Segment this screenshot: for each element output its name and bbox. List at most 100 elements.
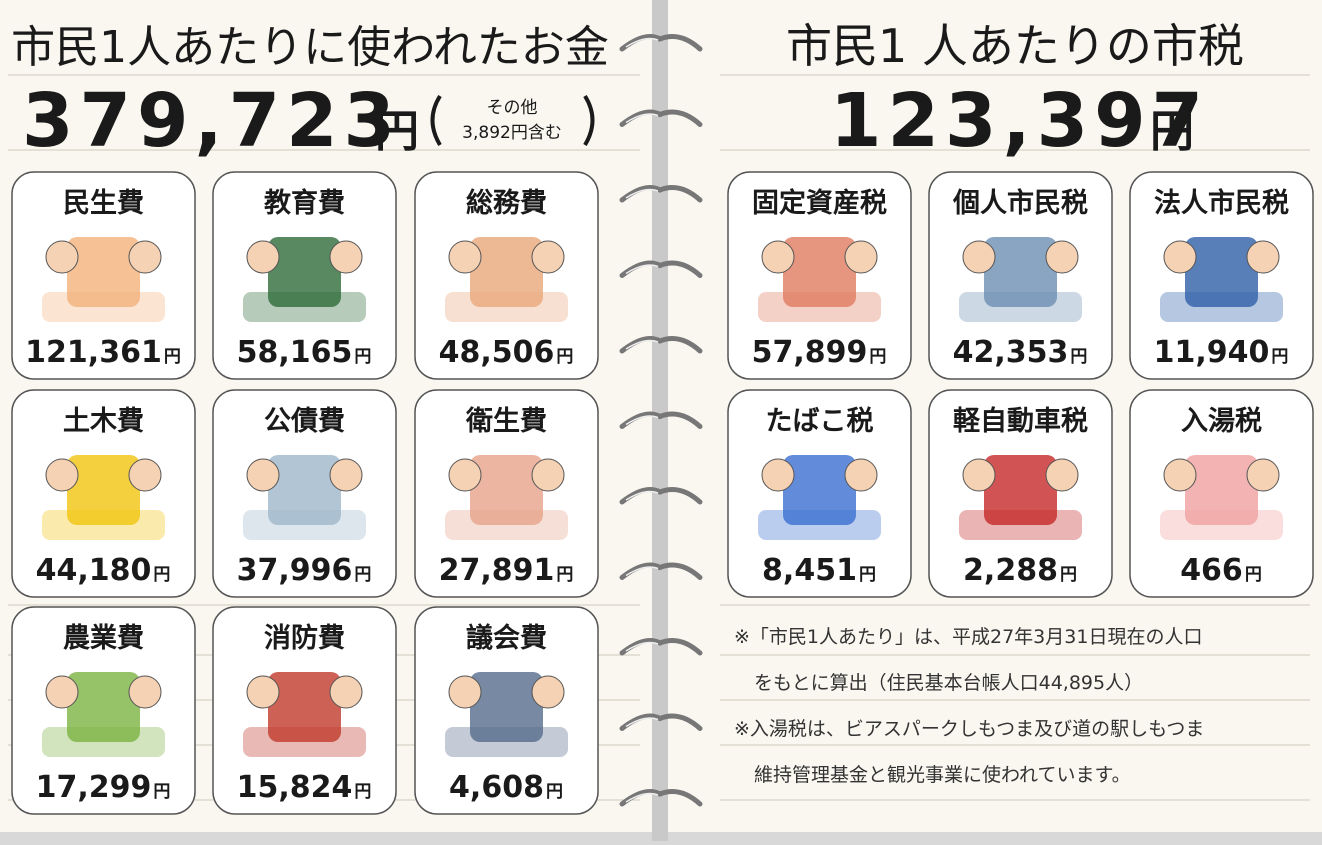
card: 農業費 17,299 円 [11, 606, 196, 815]
card-amount: 4,608 [449, 770, 544, 805]
illustration [531, 458, 565, 492]
illustration [128, 240, 162, 274]
illustration [246, 675, 280, 709]
illustration [962, 458, 996, 492]
card: 衛生費 27,891 円 [414, 389, 599, 598]
illustration [268, 237, 341, 307]
paren [583, 94, 595, 147]
card-unit: 円 [1070, 347, 1087, 367]
ring [619, 487, 703, 505]
note: ※入湯税は、ビアスパークしもつま及び道の駅しもつま [734, 718, 1204, 740]
illustration [470, 455, 543, 525]
illustration [246, 240, 280, 274]
illustration [67, 237, 140, 307]
ring [619, 34, 703, 52]
card-unit: 円 [153, 782, 170, 802]
ring-hi [625, 490, 659, 501]
ring-hi [625, 717, 659, 728]
card: 消防費 15,824 円 [212, 606, 397, 815]
card-unit: 円 [1271, 347, 1288, 367]
card-amount: 15,824 [237, 770, 353, 805]
card-amount: 48,506 [439, 335, 555, 370]
card-amount: 11,940 [1154, 335, 1270, 370]
illustration [844, 240, 878, 274]
illustration [1246, 458, 1280, 492]
card-label: 公債費 [264, 406, 345, 437]
card-label: 衛生費 [465, 405, 547, 437]
illustration [268, 672, 341, 742]
illustration [783, 455, 856, 525]
gutter [652, 0, 668, 841]
card-label: 民生費 [63, 188, 144, 219]
illustration [128, 458, 162, 492]
card-amount: 17,299 [36, 770, 152, 805]
illustration [45, 675, 79, 709]
card: たばこ税 8,451 円 [727, 389, 912, 598]
illustration [531, 675, 565, 709]
card-amount: 27,891 [439, 553, 555, 588]
ring-hi [625, 566, 659, 577]
card-amount: 57,899 [752, 335, 868, 370]
card-unit: 円 [859, 565, 876, 585]
card: 公債費 37,996 円 [212, 389, 397, 598]
card-amount: 2,288 [963, 553, 1058, 588]
right-title: 市民1 人あたりの市税 [786, 19, 1244, 73]
illustration [470, 672, 543, 742]
ring [619, 713, 703, 731]
illustration [470, 237, 543, 307]
illustration [984, 455, 1057, 525]
card: 固定資産税 57,899 円 [727, 171, 912, 380]
ring-hi [625, 264, 659, 275]
ring [619, 411, 703, 429]
illustration [45, 458, 79, 492]
illustration [67, 672, 140, 742]
illustration [128, 675, 162, 709]
card-label: 入湯税 [1181, 406, 1262, 437]
card-unit: 円 [556, 565, 573, 585]
card-unit: 円 [546, 782, 563, 802]
card-label: 軽自動車税 [953, 405, 1088, 437]
card-label: 総務費 [466, 187, 547, 219]
ring [619, 185, 703, 203]
illustration [844, 458, 878, 492]
card-label: たばこ税 [766, 406, 874, 437]
illustration [984, 237, 1057, 307]
ring-hi [625, 641, 659, 652]
illustration [45, 240, 79, 274]
illustration [1246, 240, 1280, 274]
note: 維持管理基金と観光事業に使われています。 [754, 764, 1131, 786]
card: 入湯税 466 円 [1129, 389, 1314, 598]
card-unit: 円 [354, 347, 371, 367]
card-label: 消防費 [264, 623, 345, 654]
card: 土木費 44,180 円 [11, 389, 196, 598]
illustration [761, 240, 795, 274]
ring-hi [625, 37, 659, 48]
card-unit: 円 [164, 347, 181, 367]
ring-hi [625, 188, 659, 199]
ring [619, 260, 703, 278]
card-label: 法人市民税 [1154, 187, 1289, 219]
card-unit: 円 [556, 347, 573, 367]
card-unit: 円 [1060, 565, 1077, 585]
left-total-unit: 円 [375, 106, 419, 157]
ring-hi [625, 415, 659, 426]
right-total: 123,397 [830, 78, 1209, 164]
card-amount: 58,165 [237, 335, 353, 370]
illustration [962, 240, 996, 274]
card: 総務費 48,506 円 [414, 171, 599, 380]
note: ※「市民1人あたり」は、平成27年3月31日現在の人口 [734, 626, 1202, 648]
card: 個人市民税 42,353 円 [928, 171, 1113, 380]
card-amount: 44,180 [36, 553, 152, 588]
ring [619, 562, 703, 580]
card-amount: 37,996 [237, 553, 353, 588]
left-total: 379,723 [22, 78, 401, 164]
illustration [268, 455, 341, 525]
card-label: 固定資産税 [752, 187, 887, 219]
illustration [1045, 240, 1079, 274]
left-title: 市民1人あたりに使われたお金 [11, 22, 609, 73]
card: 法人市民税 11,940 円 [1129, 171, 1314, 380]
card: 民生費 121,361 円 [11, 171, 196, 380]
card-label: 土木費 [63, 406, 144, 437]
card-label: 農業費 [63, 623, 144, 654]
